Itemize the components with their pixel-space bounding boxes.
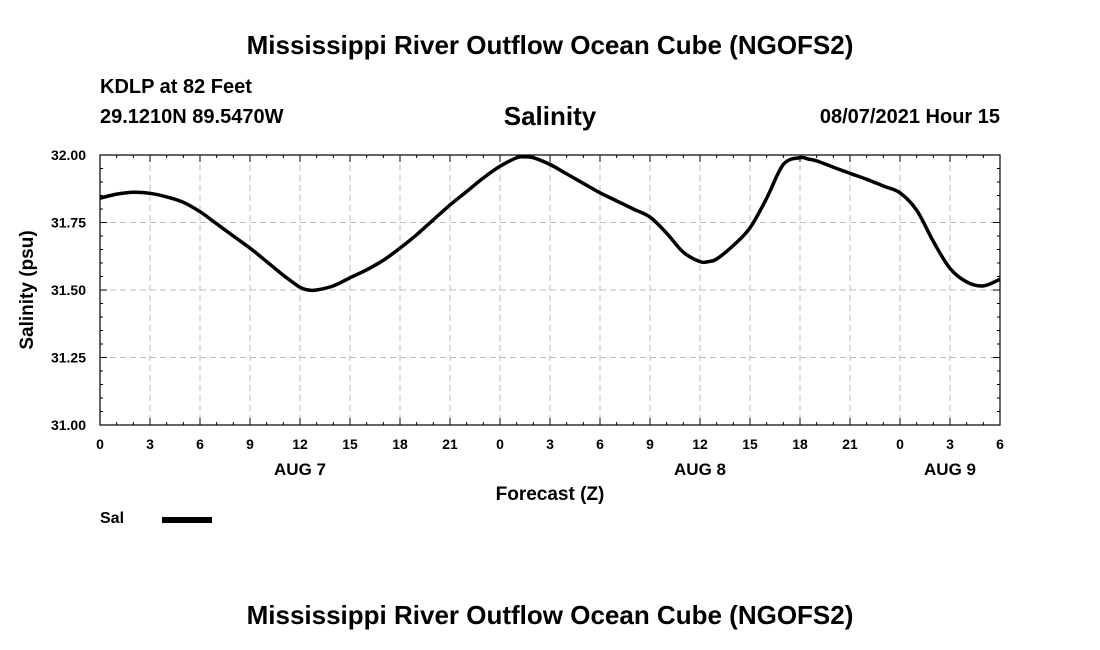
x-tick-label: 3: [946, 436, 954, 452]
x-tick-label: 9: [246, 436, 254, 452]
date-label: AUG 9: [924, 460, 976, 479]
footer-title: Mississippi River Outflow Ocean Cube (NG…: [246, 600, 854, 630]
x-axis-title: Forecast (Z): [496, 484, 605, 505]
salinity-series-line: [99, 154, 1001, 293]
x-tick-label: 15: [342, 436, 358, 452]
x-tick-label: 0: [896, 436, 904, 452]
x-tick-label: 12: [292, 436, 308, 452]
y-axis-title: Salinity (psu): [17, 230, 38, 349]
datetime-label: 08/07/2021 Hour 15: [819, 106, 1000, 128]
x-tick-label: 15: [742, 436, 758, 452]
main-title: Mississippi River Outflow Ocean Cube (NG…: [246, 30, 854, 60]
chart-title: Salinity: [503, 101, 597, 131]
legend-label: Sal: [100, 510, 125, 527]
x-tick-label: 21: [842, 436, 858, 452]
y-tick-label: 31.75: [51, 215, 86, 231]
x-tick-label: 3: [546, 436, 554, 452]
coordinates-label: 29.1210N 89.5470W: [100, 106, 284, 128]
station-label: KDLP at 82 Feet: [100, 76, 252, 98]
legend-line-swatch: [162, 517, 212, 523]
y-tick-label: 31.00: [51, 417, 86, 433]
x-tick-label: 6: [596, 436, 604, 452]
y-tick-label: 32.00: [51, 147, 86, 163]
x-tick-label: 3: [146, 436, 154, 452]
x-tick-label: 9: [646, 436, 654, 452]
x-tick-label: 6: [196, 436, 204, 452]
plot-frame: [99, 154, 1001, 426]
date-label: AUG 8: [674, 460, 726, 479]
x-tick-label: 0: [96, 436, 104, 452]
x-tick-label: 12: [692, 436, 708, 452]
date-label: AUG 7: [274, 460, 326, 479]
x-tick-label: 6: [996, 436, 1004, 452]
x-tick-label: 0: [496, 436, 504, 452]
y-tick-label: 31.50: [51, 282, 86, 298]
x-tick-label: 18: [792, 436, 808, 452]
x-tick-label: 21: [442, 436, 458, 452]
x-tick-label: 18: [392, 436, 408, 452]
y-tick-label: 31.25: [51, 350, 86, 366]
